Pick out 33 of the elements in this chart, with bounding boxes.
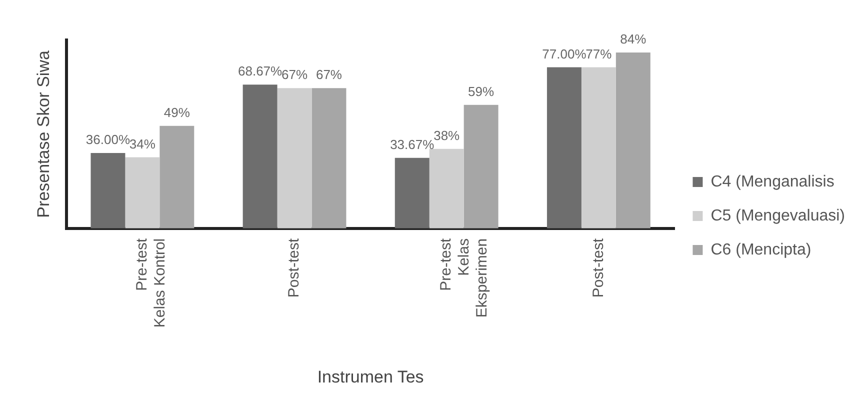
data-label: 67% [316, 67, 342, 82]
bar [546, 67, 582, 228]
bar [581, 67, 616, 228]
data-label: 36.00% [86, 132, 130, 148]
data-label: 34% [129, 136, 156, 152]
legend-label: C4 (Menganalisis [710, 173, 834, 190]
data-label: 84% [620, 32, 647, 47]
data-label: 77% [586, 46, 612, 62]
data-label: 59% [468, 84, 495, 99]
data-label: 68.67% [238, 64, 283, 79]
y-axis-title: Presentase Skor Siwa [34, 50, 53, 218]
data-label: 49% [164, 104, 190, 120]
bar [242, 84, 278, 228]
bar [616, 52, 650, 228]
legend-label: C6 (Mencipta) [710, 241, 812, 258]
x-tick-label: Pre-test Kelas Eksperimen [438, 238, 491, 318]
data-label: 33.67% [390, 136, 435, 152]
data-label: 67% [282, 67, 308, 82]
bar [160, 126, 194, 228]
data-label: 77.00% [542, 46, 587, 62]
bar [429, 148, 464, 228]
data-label: 38% [434, 128, 460, 143]
x-tick-label: Post-test [590, 238, 607, 298]
x-tick-label: Pre-test Kelas Kontrol [134, 238, 169, 328]
x-tick-label: Post-test [286, 238, 303, 298]
bar [394, 158, 430, 228]
bar [464, 104, 498, 228]
bar [90, 153, 126, 228]
x-axis-title: Instrumen Tes [317, 367, 424, 386]
bar [312, 88, 346, 228]
legend-label: C5 (Mengevaluasi) [710, 207, 845, 224]
bar [125, 157, 160, 228]
bar [277, 88, 312, 228]
